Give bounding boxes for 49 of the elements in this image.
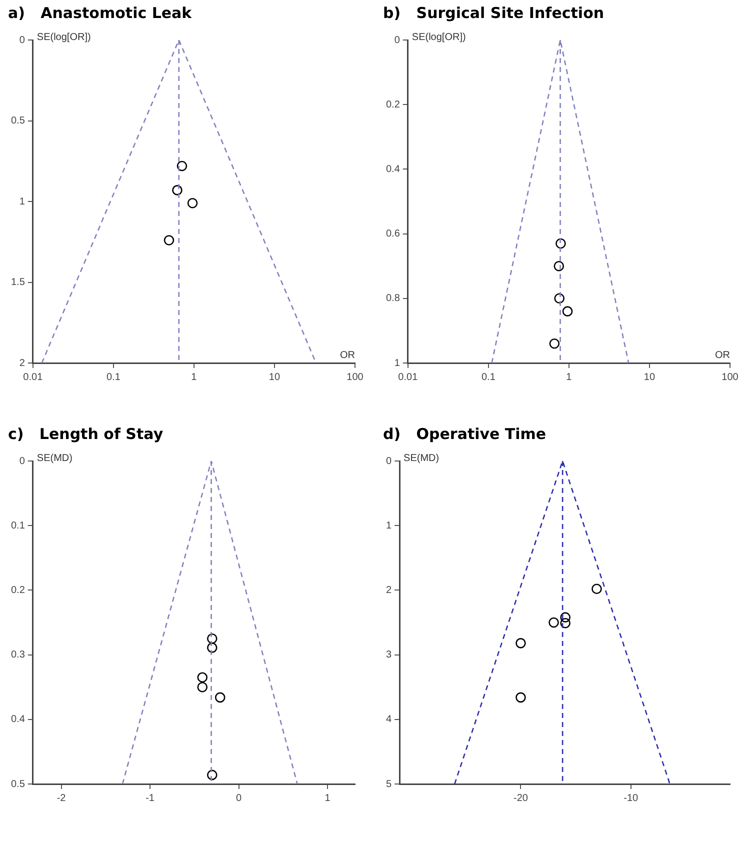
y-tick-label: 4 (386, 714, 392, 726)
y-tick-label: 0 (386, 456, 392, 467)
y-tick-label: 0.4 (386, 164, 400, 175)
x-tick-label: -2 (56, 792, 66, 804)
x-axis-title: OR (715, 350, 730, 361)
x-tick-label: 100 (346, 372, 364, 383)
x-tick-label: 1 (191, 372, 198, 383)
y-tick-label: 1.5 (10, 277, 26, 288)
y-tick-label: 1 (394, 358, 400, 369)
y-tick-label: 1 (386, 520, 392, 532)
x-tick-label: 1 (324, 792, 331, 804)
x-tick-label: 0 (236, 792, 242, 804)
y-axis-title: SE(log[OR]) (36, 32, 91, 43)
chart-title: c) Length of Stay (8, 425, 164, 445)
y-tick-label: 0.8 (386, 293, 400, 304)
x-tick-label: -20 (513, 792, 528, 804)
y-tick-label: 0.5 (10, 116, 26, 126)
y-tick-label: 0.3 (10, 650, 26, 661)
chart-title: a) Anastomotic Leak (8, 4, 193, 24)
y-tick-label: 1 (19, 196, 26, 208)
x-tick-label: 10 (268, 372, 280, 383)
chart-title: d) Operative Time (383, 425, 548, 445)
y-tick-label: 0.5 (10, 778, 26, 790)
x-tick-label: 0.01 (23, 372, 44, 383)
y-tick-label: 0 (19, 456, 26, 467)
x-tick-label: 0.01 (398, 372, 418, 383)
y-tick-label: 3 (386, 650, 392, 661)
y-tick-label: 0.2 (10, 584, 26, 596)
x-tick-label: -1 (146, 792, 155, 804)
y-tick-label: 0.1 (10, 520, 26, 532)
x-axis-title: OR (340, 350, 355, 361)
y-tick-label: 0 (394, 34, 400, 46)
y-tick-label: 0.4 (10, 714, 26, 726)
y-tick-label: 2 (19, 358, 26, 369)
x-tick-label: 0.1 (106, 372, 121, 383)
y-tick-label: 2 (386, 584, 392, 596)
y-axis-title: SE(log[OR]) (412, 32, 466, 43)
y-axis-title: SE(MD) (36, 452, 72, 464)
y-tick-label: 0.6 (386, 228, 400, 240)
y-tick-label: 0.2 (386, 99, 400, 110)
y-tick-label: 5 (386, 778, 392, 790)
y-axis-title: SE(MD) (404, 452, 440, 464)
x-tick-label: 1 (566, 372, 572, 383)
x-tick-label: 0.1 (481, 372, 496, 383)
x-tick-label: 10 (644, 372, 656, 383)
x-tick-label: 100 (722, 372, 739, 383)
chart-title: b) Surgical Site Infection (383, 4, 606, 24)
x-tick-label: -10 (624, 792, 639, 804)
y-tick-label: 0 (19, 34, 26, 46)
